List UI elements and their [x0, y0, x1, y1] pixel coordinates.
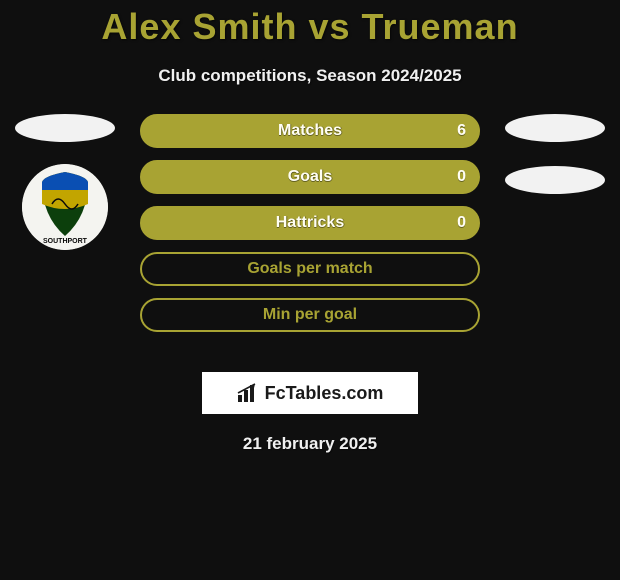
stat-row-goals-per-match: Goals per match: [140, 252, 480, 286]
brand-badge[interactable]: FcTables.com: [202, 372, 418, 414]
stat-label: Hattricks: [276, 214, 344, 232]
stat-label: Goals per match: [247, 260, 372, 278]
stat-label: Matches: [278, 122, 342, 140]
subtitle: Club competitions, Season 2024/2025: [0, 66, 620, 86]
stats-area: SOUTHPORT Matches 6 Goals 0 Hattricks 0 …: [0, 114, 620, 364]
date-label: 21 february 2025: [0, 434, 620, 454]
southport-crest-icon: SOUTHPORT: [22, 164, 108, 250]
comparison-card: Alex Smith vs Trueman Club competitions,…: [0, 0, 620, 580]
player-placeholder-ellipse: [505, 114, 605, 142]
stat-value-right: 0: [457, 214, 466, 232]
stat-label: Min per goal: [263, 306, 357, 324]
page-title: Alex Smith vs Trueman: [0, 0, 620, 48]
stat-label: Goals: [288, 168, 332, 186]
stat-row-min-per-goal: Min per goal: [140, 298, 480, 332]
stat-row-hattricks: Hattricks 0: [140, 206, 480, 240]
stat-row-goals: Goals 0: [140, 160, 480, 194]
stats-list: Matches 6 Goals 0 Hattricks 0 Goals per …: [140, 114, 480, 344]
stat-value-right: 6: [457, 122, 466, 140]
right-player-column: [500, 114, 610, 194]
stat-row-matches: Matches 6: [140, 114, 480, 148]
club-crest: SOUTHPORT: [22, 164, 108, 250]
svg-text:SOUTHPORT: SOUTHPORT: [43, 238, 88, 245]
club-placeholder-ellipse: [505, 166, 605, 194]
left-player-column: SOUTHPORT: [10, 114, 120, 250]
stat-value-right: 0: [457, 168, 466, 186]
brand-text: FcTables.com: [265, 383, 384, 404]
player-placeholder-ellipse: [15, 114, 115, 142]
bars-icon: [237, 383, 259, 403]
